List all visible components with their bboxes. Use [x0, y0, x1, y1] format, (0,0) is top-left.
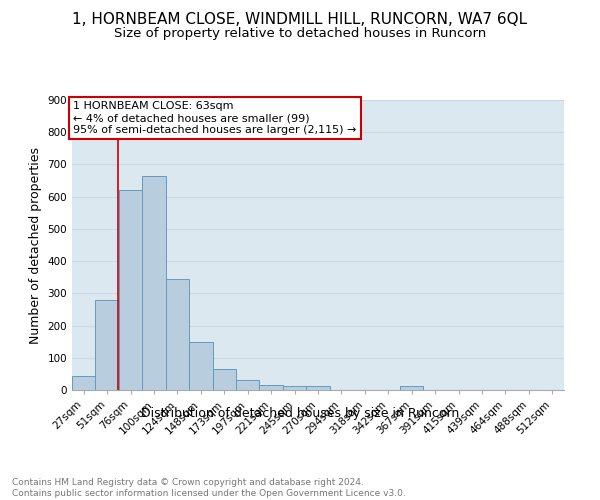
Bar — [259, 385, 283, 390]
Text: 1, HORNBEAM CLOSE, WINDMILL HILL, RUNCORN, WA7 6QL: 1, HORNBEAM CLOSE, WINDMILL HILL, RUNCOR… — [73, 12, 527, 28]
Y-axis label: Number of detached properties: Number of detached properties — [29, 146, 42, 344]
Bar — [283, 386, 306, 390]
Bar — [189, 342, 212, 390]
Bar — [72, 376, 95, 390]
Bar — [400, 386, 424, 390]
Bar — [236, 380, 259, 390]
Bar — [166, 279, 189, 390]
Bar — [306, 386, 330, 390]
Bar — [212, 369, 236, 390]
Text: Size of property relative to detached houses in Runcorn: Size of property relative to detached ho… — [114, 28, 486, 40]
Bar — [95, 300, 119, 390]
Text: 1 HORNBEAM CLOSE: 63sqm
← 4% of detached houses are smaller (99)
95% of semi-det: 1 HORNBEAM CLOSE: 63sqm ← 4% of detached… — [73, 102, 356, 134]
Bar — [119, 190, 142, 390]
Text: Contains HM Land Registry data © Crown copyright and database right 2024.
Contai: Contains HM Land Registry data © Crown c… — [12, 478, 406, 498]
Bar — [142, 176, 166, 390]
Text: Distribution of detached houses by size in Runcorn: Distribution of detached houses by size … — [141, 408, 459, 420]
